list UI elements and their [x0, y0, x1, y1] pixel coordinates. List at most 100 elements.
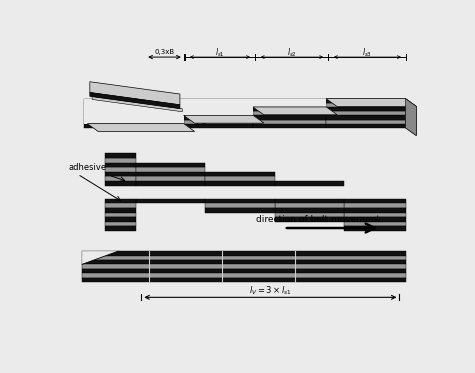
Polygon shape [344, 217, 406, 222]
Polygon shape [326, 99, 416, 106]
Polygon shape [105, 172, 136, 176]
Polygon shape [205, 181, 275, 186]
Polygon shape [105, 217, 136, 222]
Polygon shape [82, 251, 406, 256]
Polygon shape [84, 120, 184, 124]
Polygon shape [84, 103, 184, 107]
Polygon shape [105, 203, 136, 208]
Polygon shape [326, 111, 406, 115]
Polygon shape [326, 99, 416, 106]
Polygon shape [184, 124, 253, 128]
Polygon shape [253, 103, 326, 107]
Polygon shape [105, 158, 136, 163]
Polygon shape [344, 199, 406, 203]
Polygon shape [82, 264, 406, 269]
Text: B: B [202, 119, 207, 125]
Polygon shape [344, 222, 406, 226]
Polygon shape [406, 99, 416, 136]
Polygon shape [253, 99, 326, 103]
Polygon shape [253, 111, 326, 115]
Polygon shape [136, 167, 205, 172]
Polygon shape [205, 172, 275, 176]
Polygon shape [184, 111, 253, 115]
Polygon shape [326, 107, 406, 111]
Text: $l_{s1}$: $l_{s1}$ [215, 46, 225, 59]
Polygon shape [326, 120, 406, 124]
Polygon shape [105, 208, 136, 213]
Polygon shape [136, 172, 205, 176]
Text: $l_{s3}$: $l_{s3}$ [362, 46, 372, 59]
Polygon shape [406, 99, 416, 136]
Polygon shape [84, 107, 184, 111]
Polygon shape [87, 124, 195, 131]
Polygon shape [90, 82, 180, 105]
Polygon shape [105, 163, 136, 167]
Polygon shape [253, 124, 326, 128]
Polygon shape [205, 208, 275, 213]
Polygon shape [105, 176, 136, 181]
Polygon shape [84, 111, 184, 115]
Polygon shape [326, 103, 406, 107]
Polygon shape [184, 99, 253, 103]
Polygon shape [90, 93, 180, 109]
Polygon shape [184, 120, 253, 124]
Polygon shape [105, 199, 136, 203]
Polygon shape [253, 103, 326, 107]
Polygon shape [105, 222, 136, 226]
Polygon shape [84, 115, 184, 120]
Polygon shape [136, 176, 205, 181]
Polygon shape [82, 260, 406, 264]
Polygon shape [184, 115, 264, 123]
Polygon shape [326, 115, 406, 120]
Polygon shape [184, 115, 253, 120]
Text: $l_V = 3 \times l_{s1}$: $l_V = 3 \times l_{s1}$ [248, 285, 292, 297]
Polygon shape [105, 167, 136, 172]
Polygon shape [344, 226, 406, 231]
Polygon shape [82, 278, 406, 282]
Polygon shape [326, 99, 406, 103]
Polygon shape [105, 181, 136, 186]
Polygon shape [84, 99, 184, 103]
Polygon shape [184, 107, 253, 111]
Polygon shape [253, 120, 326, 124]
Polygon shape [136, 163, 205, 167]
Polygon shape [84, 124, 184, 128]
Polygon shape [275, 208, 344, 213]
Polygon shape [275, 181, 344, 186]
Polygon shape [184, 111, 253, 115]
Polygon shape [84, 107, 184, 111]
Polygon shape [253, 115, 326, 120]
Polygon shape [275, 203, 344, 208]
Polygon shape [253, 107, 337, 115]
Polygon shape [275, 213, 344, 217]
Polygon shape [105, 153, 136, 158]
Polygon shape [105, 213, 136, 217]
Polygon shape [326, 124, 406, 128]
Polygon shape [84, 99, 184, 103]
Polygon shape [84, 115, 184, 120]
Polygon shape [136, 181, 205, 186]
Polygon shape [92, 96, 182, 112]
Polygon shape [205, 199, 275, 203]
Polygon shape [253, 99, 326, 103]
Polygon shape [344, 203, 406, 208]
Polygon shape [184, 103, 253, 107]
Polygon shape [136, 199, 205, 203]
Polygon shape [82, 269, 406, 273]
Polygon shape [253, 107, 326, 111]
Polygon shape [84, 120, 184, 124]
Polygon shape [275, 217, 344, 222]
Polygon shape [344, 213, 406, 217]
Polygon shape [82, 256, 406, 260]
Polygon shape [275, 199, 344, 203]
Polygon shape [87, 124, 195, 131]
Text: direction of belt movement: direction of belt movement [256, 215, 380, 224]
Polygon shape [184, 103, 253, 107]
Polygon shape [344, 208, 406, 213]
Polygon shape [82, 251, 118, 264]
Text: adhesive: adhesive [68, 163, 124, 181]
Polygon shape [253, 107, 337, 115]
Polygon shape [84, 111, 184, 115]
Polygon shape [184, 115, 264, 123]
Polygon shape [105, 226, 136, 231]
